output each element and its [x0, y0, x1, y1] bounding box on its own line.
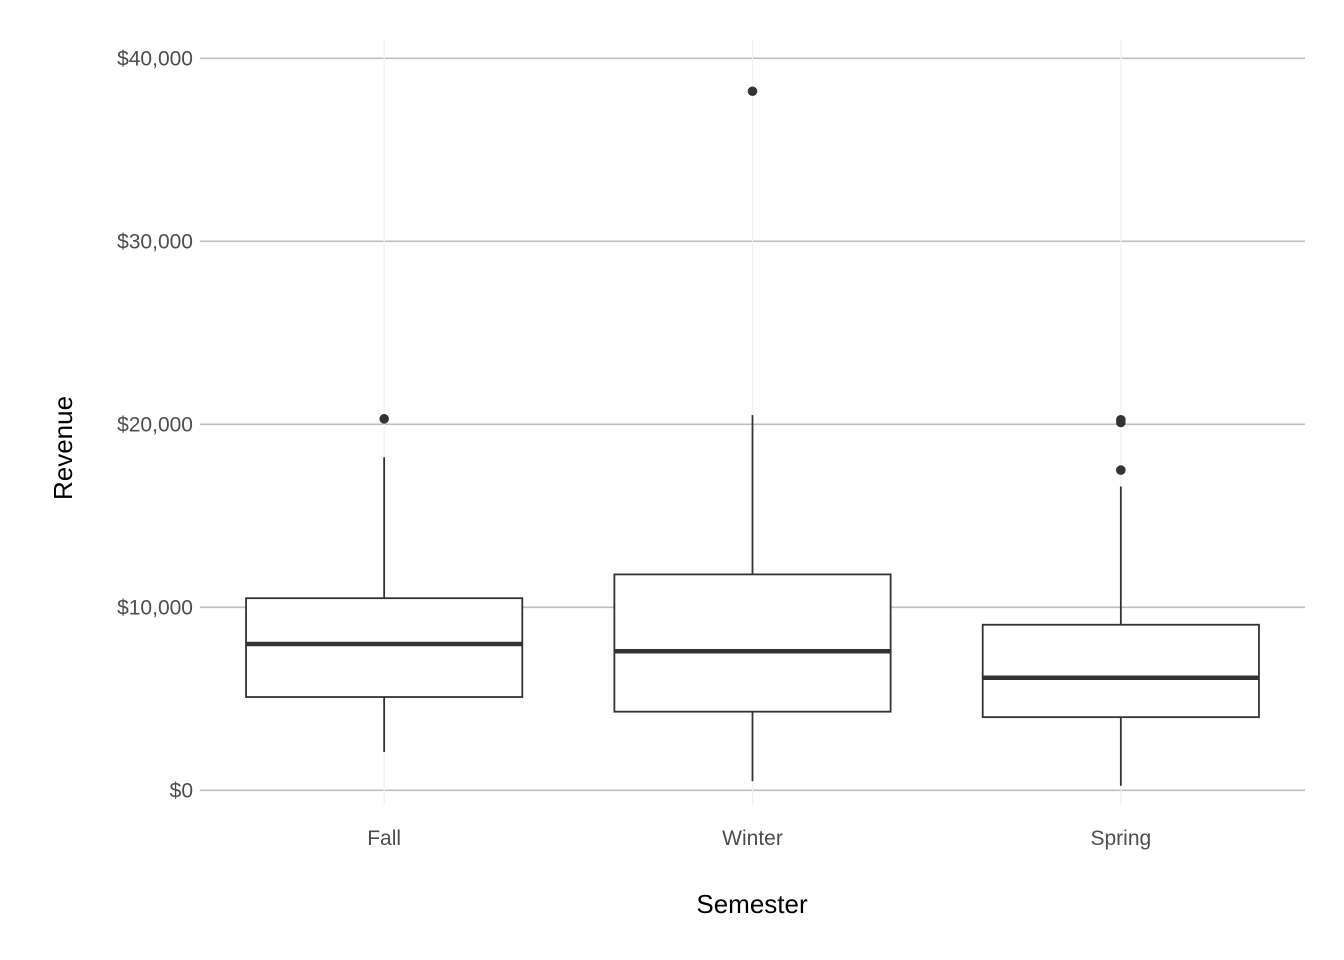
x-axis-title: Semester	[696, 889, 808, 919]
outlier-point	[1116, 465, 1126, 475]
box-group	[245, 414, 524, 752]
x-tick-label: Spring	[1090, 827, 1151, 850]
x-tick-label: Winter	[722, 827, 783, 850]
box-layer	[245, 86, 1260, 786]
outlier-point	[379, 414, 389, 424]
iqr-box	[245, 597, 524, 698]
y-axis-title: Revenue	[48, 396, 78, 500]
x-tick-label: Fall	[367, 827, 401, 850]
box-group	[981, 414, 1260, 786]
iqr-box	[981, 623, 1260, 719]
axis-layer: $0 $10,000 $20,000 $30,000 $40,000 Fall Winter…	[117, 47, 1151, 850]
outlier-point	[747, 86, 758, 97]
box-group	[613, 86, 892, 782]
outlier-point	[1116, 414, 1126, 425]
y-tick-label: $20,000	[117, 413, 193, 436]
y-tick-label: $30,000	[117, 230, 193, 253]
iqr-box	[613, 573, 892, 713]
y-tick-label: $10,000	[117, 596, 193, 619]
y-tick-label: $40,000	[117, 47, 193, 70]
y-tick-label: $0	[170, 779, 193, 802]
